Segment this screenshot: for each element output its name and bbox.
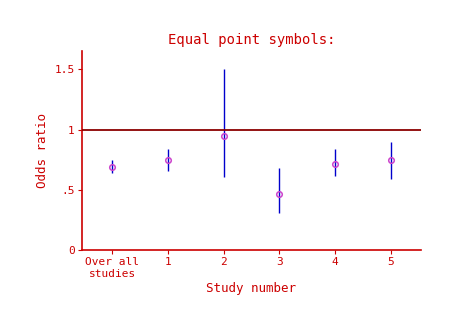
Title: Equal point symbols:: Equal point symbols: bbox=[168, 33, 335, 48]
Y-axis label: Odds ratio: Odds ratio bbox=[36, 113, 49, 188]
X-axis label: Study number: Study number bbox=[207, 282, 296, 295]
